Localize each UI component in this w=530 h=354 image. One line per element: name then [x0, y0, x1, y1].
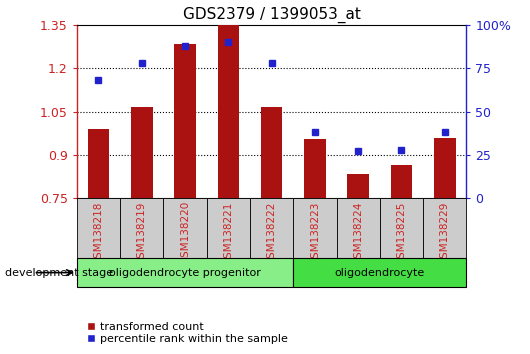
Bar — [77, 198, 120, 258]
Bar — [380, 198, 423, 258]
Bar — [423, 198, 466, 258]
Bar — [337, 198, 380, 258]
Bar — [120, 198, 163, 258]
Text: GSM138220: GSM138220 — [180, 201, 190, 264]
Bar — [87, 129, 109, 198]
Bar — [174, 44, 196, 198]
Text: GSM138222: GSM138222 — [267, 201, 277, 265]
Bar — [77, 258, 293, 287]
Text: oligodendrocyte: oligodendrocyte — [335, 268, 425, 278]
Text: GSM138218: GSM138218 — [93, 201, 103, 265]
Text: GSM138225: GSM138225 — [396, 201, 407, 265]
Bar — [217, 25, 239, 198]
Text: GSM138221: GSM138221 — [223, 201, 233, 265]
Text: oligodendrocyte progenitor: oligodendrocyte progenitor — [109, 268, 261, 278]
Bar — [163, 198, 207, 258]
Bar — [391, 165, 412, 198]
Bar — [250, 198, 293, 258]
Bar — [293, 258, 466, 287]
Bar — [261, 107, 282, 198]
Bar — [347, 174, 369, 198]
Text: GSM138224: GSM138224 — [353, 201, 363, 265]
Bar — [131, 107, 153, 198]
Bar — [293, 198, 337, 258]
Bar — [207, 198, 250, 258]
Text: GSM138219: GSM138219 — [137, 201, 147, 265]
Bar — [304, 139, 326, 198]
Text: GSM138229: GSM138229 — [440, 201, 450, 265]
Text: development stage: development stage — [5, 268, 113, 278]
Bar — [434, 138, 456, 198]
Legend: transformed count, percentile rank within the sample: transformed count, percentile rank withi… — [82, 317, 293, 348]
Text: GSM138223: GSM138223 — [310, 201, 320, 265]
Title: GDS2379 / 1399053_at: GDS2379 / 1399053_at — [183, 7, 360, 23]
